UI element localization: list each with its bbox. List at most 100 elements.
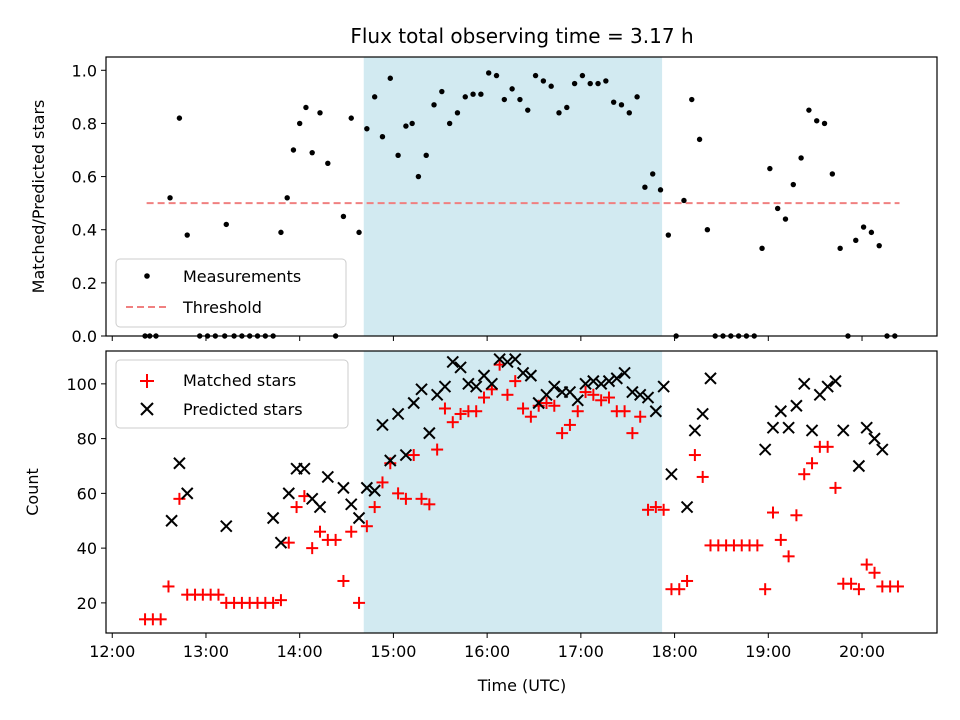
count-ytick-label: 40 [77,539,97,558]
matched-star-point [688,449,701,462]
predicted-star-point [446,355,459,369]
predicted-star-point [821,380,834,393]
matched-star-point [290,501,303,514]
measurement-point [556,110,562,116]
predicted-star-point [368,484,381,497]
predicted-star-point [782,421,795,434]
matched-star-point [274,594,287,607]
count-legend-box [115,359,349,429]
measurement-point [439,88,445,95]
measurement-point [860,224,867,230]
predicted-star-point [298,462,311,475]
measurement-point [356,229,362,236]
measurement-point [223,221,229,228]
measurement-point [603,78,609,84]
matched-star-point [306,542,319,555]
measurement-point [470,91,476,97]
predicted-star-point [313,500,327,514]
matched-star-point [368,501,381,514]
matched-star-point [282,536,295,549]
measurement-point [395,152,401,159]
predicted-star-point [594,377,608,391]
predicted-star-point [220,520,233,533]
predicted-star-point [696,407,709,421]
ratio-ytick-label: 0.8 [72,114,97,133]
matched-star-point [649,501,662,514]
measurement-point [618,102,625,108]
measurement-point [423,152,429,159]
measurement-point [689,96,695,103]
measurement-point [837,245,843,252]
xtick-label: 19:00 [745,642,791,661]
predicted-star-point [571,394,584,407]
count-panel-frame [105,350,938,634]
predicted-star-point [805,424,819,437]
predicted-star-point [509,353,522,366]
matched-star-point [470,405,483,418]
matched-star-point [212,588,225,601]
matched-star-point [485,383,498,396]
measurement-point [650,171,656,177]
predicted-star-point [501,355,514,369]
measurement-point [540,78,547,84]
matched-star-point [759,583,772,596]
measurement-point [348,115,354,121]
predicted-star-point [587,374,600,388]
count-ytick-label: 20 [77,594,97,613]
matched-star-point [602,391,615,404]
ratio-y-axis-label: Matched/Predicted stars [29,100,48,294]
predicted-star-point [837,424,850,437]
matched-star-point [392,487,405,500]
measurement-point [610,99,617,105]
measurement-point [829,171,836,177]
observing-window-shade-top [363,57,663,336]
measurement-point [642,184,648,190]
predicted-star-point [876,443,889,456]
matched-star-point [313,525,326,538]
measurement-point [290,147,297,153]
predicted-star-point [641,391,655,404]
xtick-label: 17:00 [558,642,604,661]
measurement-point [325,160,331,166]
matched-star-point [540,397,553,410]
matched-star-point [524,410,537,423]
measurement-point [379,134,386,140]
predicted-star-point [337,481,350,495]
matched-star-point [673,583,686,596]
matched-star-point [657,503,670,516]
measurement-point [431,102,437,108]
predicted-star-point [688,424,702,437]
measurement-point [176,115,183,121]
predicted-star-point [407,396,420,410]
predicted-star-point [829,374,842,388]
xtick-label: 20:00 [839,642,885,661]
predicted-star-point [391,407,405,421]
predicted-star-point [345,498,358,511]
legend-matched-label: Matched stars [183,371,296,390]
count-ytick-label: 80 [77,430,97,449]
predicted-star-point [634,388,647,402]
predicted-star-point [485,377,499,391]
measurement-point [340,213,347,220]
predicted-star-point [704,372,717,385]
predicted-star-point [384,454,397,467]
ratio-panel: 0.0 0.2 0.4 0.6 0.8 1.0 Matched/Predicted sta… [29,56,938,346]
legend-measurements-label: Measurements [183,267,301,286]
ratio-panel-frame [105,56,938,337]
predicted-star-point [774,405,788,418]
predicted-star-point [602,374,616,388]
matched-star-point [501,388,514,401]
predicted-star-point [181,487,194,500]
matched-star-point [360,520,373,533]
matched-star-point [845,577,858,590]
matched-star-point [563,418,576,431]
matched-star-point [798,468,811,481]
measurement-point [798,155,804,161]
predicted-star-point [860,421,873,434]
matched-star-point [618,405,631,418]
matched-star-point [595,394,608,407]
predicted-star-point [852,459,866,473]
measurement-point [759,245,765,252]
predicted-star-point [352,511,366,525]
